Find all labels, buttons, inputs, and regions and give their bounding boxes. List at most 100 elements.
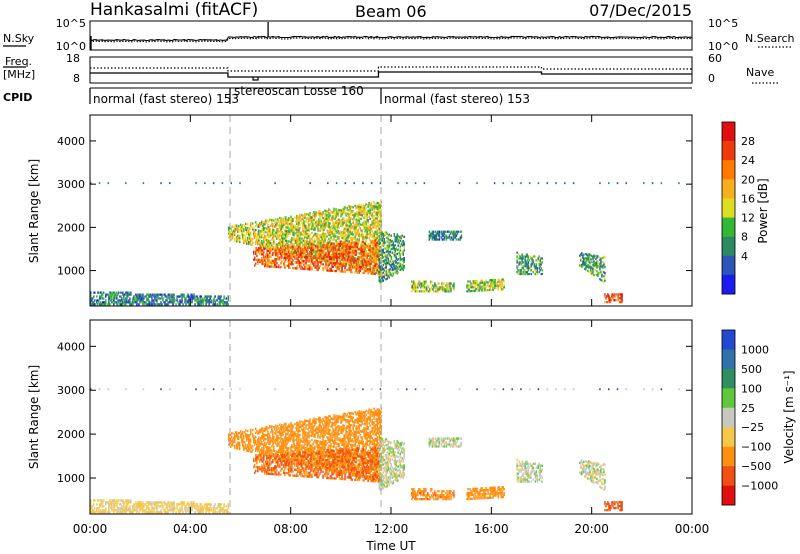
velocity-cell [287,439,289,442]
power-cell [343,217,345,221]
power-cell [368,211,370,215]
power-cell [375,254,377,257]
power-cell [337,264,339,267]
power-cell [604,273,606,277]
power-cell [324,238,326,241]
power-cell [135,293,137,296]
power-cell [238,234,240,238]
velocity-cell [280,447,282,450]
power-cell [143,301,145,304]
power-cell [380,220,382,223]
power-cell [373,249,375,253]
power-cell [298,238,300,241]
power-cell [375,259,377,262]
velocity-cell [289,437,291,440]
power-cell [598,271,600,274]
power-cell [347,234,349,237]
power-cell [519,255,521,258]
power-cell [240,229,242,232]
power-cell [310,255,312,258]
power-cell [316,253,318,256]
power-cell [399,235,401,238]
power-cell [326,267,328,270]
power-cell [365,246,367,249]
power-cell [112,291,114,294]
power-cell [308,229,310,232]
power-cell [125,303,127,306]
power-cell [343,206,345,209]
power-cell [294,241,296,244]
power-cell [373,241,375,244]
power-cell [212,182,215,185]
power-cell [381,278,383,281]
power-cell [91,303,93,306]
power-cell [289,230,291,234]
power-cell [318,255,320,258]
power-cell [413,282,415,285]
power-cell [373,234,375,237]
power-cell [396,235,398,238]
power-cell [387,269,389,272]
power-cell [330,269,332,272]
power-cell [361,206,363,209]
power-cell [317,262,319,266]
power-cell [327,225,329,229]
power-cell [289,244,291,247]
power-cell [238,236,240,239]
freq-tick-top: 18 [66,52,80,65]
power-cell [348,217,350,220]
power-cell [348,265,350,268]
power-cell [113,295,115,298]
power-cell [302,244,304,247]
power-cell [356,263,358,266]
power-cell [260,249,262,252]
velocity-cell [245,447,247,450]
power-cell [326,246,328,249]
power-cell [297,259,299,262]
power-cell [301,218,303,221]
power-cell [323,254,325,257]
power-cell [375,211,377,214]
power-cell [113,297,115,300]
power-cell [360,211,362,215]
power-cell [331,228,333,231]
power-cell [93,291,95,294]
power-cell [108,303,110,306]
power-cell [359,260,361,263]
power-cell [379,230,381,233]
power-cell [319,243,321,246]
power-cell [490,283,492,286]
power-cell [375,251,377,254]
power-cell [311,255,313,258]
power-cell [312,243,314,246]
power-cell [114,301,116,304]
power-cell [373,218,375,221]
power-cell [371,233,373,237]
power-cell [541,269,543,272]
power-cell [113,299,115,302]
power-cell [299,227,301,230]
power-cell [372,204,374,208]
power-cell [197,303,199,306]
power-cell [327,253,329,257]
power-cell [609,301,611,304]
power-cell [116,295,118,298]
power-cell [596,254,598,257]
power-cell [399,239,401,242]
power-cell [234,237,236,241]
power-cell [330,238,332,241]
power-cell [307,240,309,243]
power-cell [441,232,444,235]
power-cell [524,259,526,262]
power-cell [325,219,327,222]
power-cell [534,272,536,276]
power-cell [367,232,369,236]
power-cell [516,257,518,260]
power-cell [115,301,117,304]
power-cell [371,214,373,217]
power-cell [399,249,401,252]
power-cell [331,232,333,235]
power-cell [357,205,359,208]
power-cell [527,261,529,264]
power-cell [334,246,336,249]
